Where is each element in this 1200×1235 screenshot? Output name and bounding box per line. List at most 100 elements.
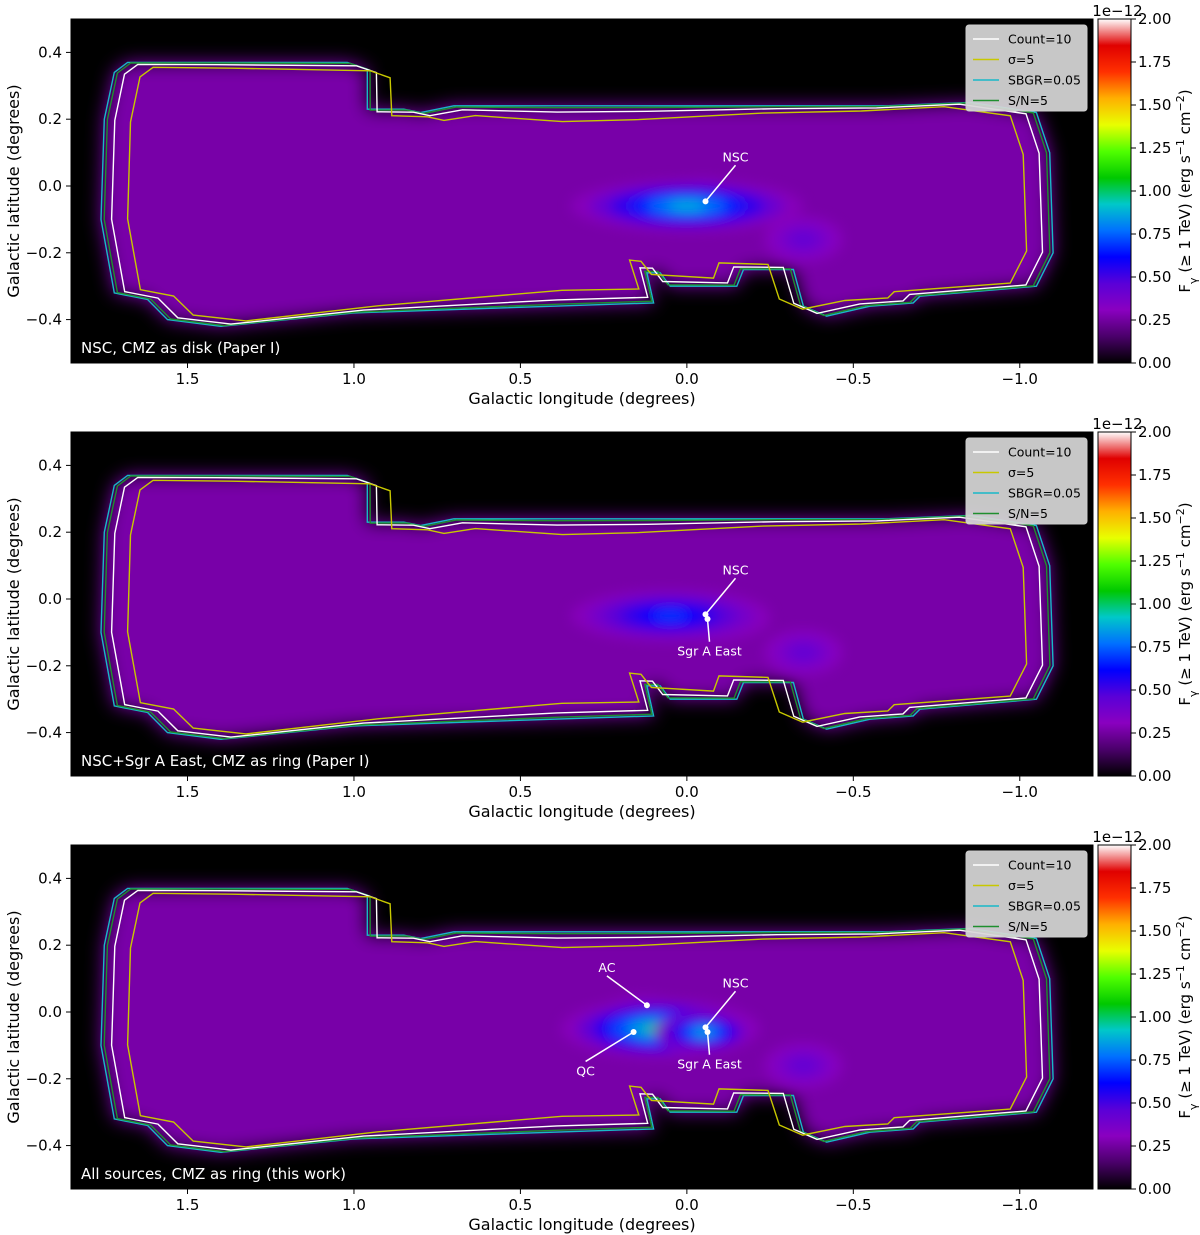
x-tick-label: 0.5 <box>508 370 532 388</box>
colorbar-tick-label: 1.75 <box>1138 53 1171 71</box>
legend-entry: Count=10 <box>1008 445 1072 460</box>
y-tick-label: 0.4 <box>38 869 62 887</box>
y-tick-label: 0.2 <box>38 936 62 954</box>
x-tick-label: −0.5 <box>835 783 871 801</box>
colorbar-label-part: cm <box>1176 524 1194 552</box>
colorbar-tick-label: 2.00 <box>1138 836 1171 854</box>
legend-entry: S/N=5 <box>1008 919 1048 934</box>
plot-area: NSC Sgr A East <box>100 474 1054 741</box>
colorbar-tick-label: 0.50 <box>1138 268 1171 286</box>
colorbar-label-part: ) <box>1176 915 1194 921</box>
y-tick-label: 0.4 <box>38 43 62 61</box>
colorbar-label-part: (≥ 1 TeV) (erg s <box>1176 155 1194 277</box>
colorbar-tick-label: 1.75 <box>1138 466 1171 484</box>
legend-entry: SBGR=0.05 <box>1008 486 1081 501</box>
x-tick-label: 0.0 <box>675 370 699 388</box>
chart-panel-2: NSC Sgr A East NSC+Sgr A East, CMZ as ring… <box>4 415 1200 821</box>
source-label-sgr-a-east: Sgr A East <box>677 1057 742 1072</box>
colorbar-label-part: cm <box>1176 937 1194 965</box>
x-tick-label: 1.5 <box>176 370 200 388</box>
colorbar-label: Fγ (≥ 1 TeV) (erg s−1 cm−2) <box>1174 502 1200 705</box>
hotspot-3-level <box>796 648 811 657</box>
colorbar-tick-label: 2.00 <box>1138 423 1171 441</box>
colorbar-label-part: −2 <box>1174 921 1187 937</box>
plot-frame <box>70 844 1094 1190</box>
plot-frame <box>70 18 1094 364</box>
hotspot-3-level <box>796 235 811 244</box>
colorbar-label-part: γ <box>1187 1103 1200 1110</box>
x-tick-label: 0.0 <box>675 783 699 801</box>
colorbar-tick-label: 1.25 <box>1138 965 1171 983</box>
y-tick-label: −0.4 <box>26 1137 62 1155</box>
contour-line-4 <box>126 479 1028 735</box>
source-label-nsc: NSC <box>722 149 748 164</box>
y-tick-label: −0.4 <box>26 724 62 742</box>
y-tick-label: 0.0 <box>38 177 62 195</box>
x-tick-label: 1.5 <box>176 1196 200 1214</box>
colorbar-tick-label: 0.75 <box>1138 638 1171 656</box>
colorbar-tick-label: 0.00 <box>1138 354 1171 372</box>
legend-entry: σ=5 <box>1008 465 1034 480</box>
x-axis-label: Galactic longitude (degrees) <box>468 389 695 408</box>
plot-area: NSC Sgr A East AC QC <box>100 887 1054 1154</box>
hotspot-2-level <box>667 201 707 211</box>
colorbar-label-part: ) <box>1176 502 1194 508</box>
colorbar-tick-label: 1.00 <box>1138 182 1171 200</box>
x-tick-label: −1.0 <box>1002 783 1038 801</box>
colorbar-tick-label: 1.50 <box>1138 509 1171 527</box>
colorbar-scale <box>1097 844 1132 1190</box>
legend-box <box>965 24 1088 112</box>
colorbar-tick-label: 1.00 <box>1138 595 1171 613</box>
colorbar-label-part: (≥ 1 TeV) (erg s <box>1176 568 1194 690</box>
y-tick-label: 0.2 <box>38 110 62 128</box>
colorbar-label-part: F <box>1176 697 1194 706</box>
contour-line-3 <box>110 63 1044 325</box>
colorbar-tick-label: 0.00 <box>1138 1180 1171 1198</box>
colorbar-label-part: −2 <box>1174 95 1187 111</box>
colorbar-label: Fγ (≥ 1 TeV) (erg s−1 cm−2) <box>1174 915 1200 1118</box>
x-tick-label: −1.0 <box>1002 370 1038 388</box>
colorbar-label-part: −2 <box>1174 508 1187 524</box>
colorbar-scale <box>1097 18 1132 364</box>
y-tick-label: 0.2 <box>38 523 62 541</box>
source-label-nsc: NSC <box>722 975 748 990</box>
colorbar-label-part: −1 <box>1174 965 1187 981</box>
emission-hotspots <box>570 588 844 676</box>
legend-box <box>965 437 1088 525</box>
source-pointer <box>704 990 737 1028</box>
source-label-ac: AC <box>598 960 615 975</box>
y-tick-label: 0.0 <box>38 1003 62 1021</box>
x-tick-label: −0.5 <box>835 370 871 388</box>
x-tick-label: −0.5 <box>835 1196 871 1214</box>
chart-panel-3: NSC Sgr A East AC QC All sources, CMZ as rin… <box>4 828 1200 1234</box>
x-tick-label: 1.0 <box>342 1196 366 1214</box>
colorbar-label-part: ) <box>1176 89 1194 95</box>
y-axis-label: Galactic latitude (degrees) <box>4 910 23 1123</box>
emission-hotspots <box>570 177 844 263</box>
contour-line-3 <box>110 889 1044 1151</box>
legend: Count=10 σ=5 SBGR=0.05 S/N=5 <box>965 24 1088 112</box>
source-pointer <box>704 577 737 615</box>
colorbar-label-part: cm <box>1176 111 1194 139</box>
legend-entry: Count=10 <box>1008 858 1072 873</box>
x-tick-label: 0.5 <box>508 1196 532 1214</box>
colorbar: 0.00 0.25 0.50 0.75 1.00 1.25 1.50 1.75 2.001e−1… <box>1092 828 1199 1198</box>
legend-entry: Count=10 <box>1008 32 1072 47</box>
colorbar: 0.00 0.25 0.50 0.75 1.00 1.25 1.50 1.75 2.001e−1… <box>1092 2 1199 372</box>
colorbar-tick-label: 0.00 <box>1138 767 1171 785</box>
source-label-nsc: NSC <box>722 562 748 577</box>
legend-entry: S/N=5 <box>1008 506 1048 521</box>
source-pointer <box>585 1031 634 1063</box>
y-tick-label: 0.4 <box>38 456 62 474</box>
chart-panel-1: NSC NSC, CMZ as disk (Paper I) 1.5 1.0 0.5 0.… <box>4 2 1200 408</box>
y-tick-label: −0.2 <box>26 1070 62 1088</box>
hotspot-4-level <box>796 1061 811 1070</box>
x-tick-label: −1.0 <box>1002 1196 1038 1214</box>
legend-entry: σ=5 <box>1008 878 1034 893</box>
colorbar-label-part: (≥ 1 TeV) (erg s <box>1176 981 1194 1103</box>
colorbar-tick-label: 0.50 <box>1138 1094 1171 1112</box>
source-pointer <box>706 1031 711 1055</box>
plot-frame <box>70 431 1094 777</box>
colorbar-multiplier: 1e−12 <box>1092 415 1142 433</box>
